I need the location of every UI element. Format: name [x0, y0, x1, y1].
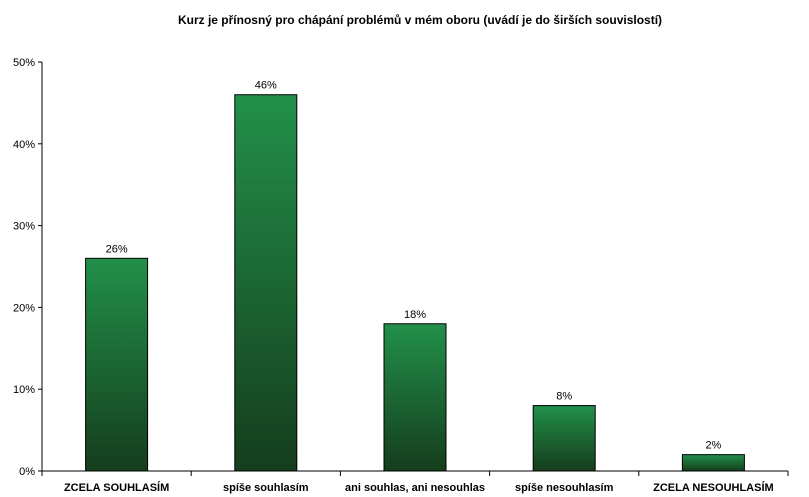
- category-label: spíše souhlasím: [223, 482, 309, 494]
- category-label: ZCELA NESOUHLASÍM: [653, 481, 774, 494]
- y-tick-label: 10%: [13, 384, 35, 396]
- plot-area: 0% 10% 20% 30% 40% 50% 26% ZCELA SOUHLASÍM 46% sp…: [13, 57, 789, 494]
- data-label: 26%: [106, 243, 128, 255]
- category-label: spíše nesouhlasím: [515, 482, 614, 494]
- category-label: ani souhlas, ani nesouhlas: [345, 482, 485, 494]
- y-tick-label: 20%: [13, 302, 35, 314]
- data-label: 8%: [556, 391, 572, 403]
- bar: [85, 257, 149, 472]
- y-tick-label: 30%: [13, 221, 35, 233]
- data-label: 46%: [255, 80, 277, 92]
- data-label: 18%: [404, 309, 426, 321]
- bar: [681, 454, 745, 472]
- bar: [532, 405, 596, 472]
- bar: [234, 94, 298, 472]
- data-label: 2%: [705, 440, 721, 452]
- y-tick-label: 0%: [19, 466, 35, 478]
- y-tick-label: 40%: [13, 139, 35, 151]
- chart-title: Kurz je přínosný pro chápání problémů v …: [178, 13, 662, 27]
- bar: [383, 323, 447, 472]
- y-tick-label: 50%: [13, 57, 35, 69]
- category-label: ZCELA SOUHLASÍM: [64, 481, 169, 494]
